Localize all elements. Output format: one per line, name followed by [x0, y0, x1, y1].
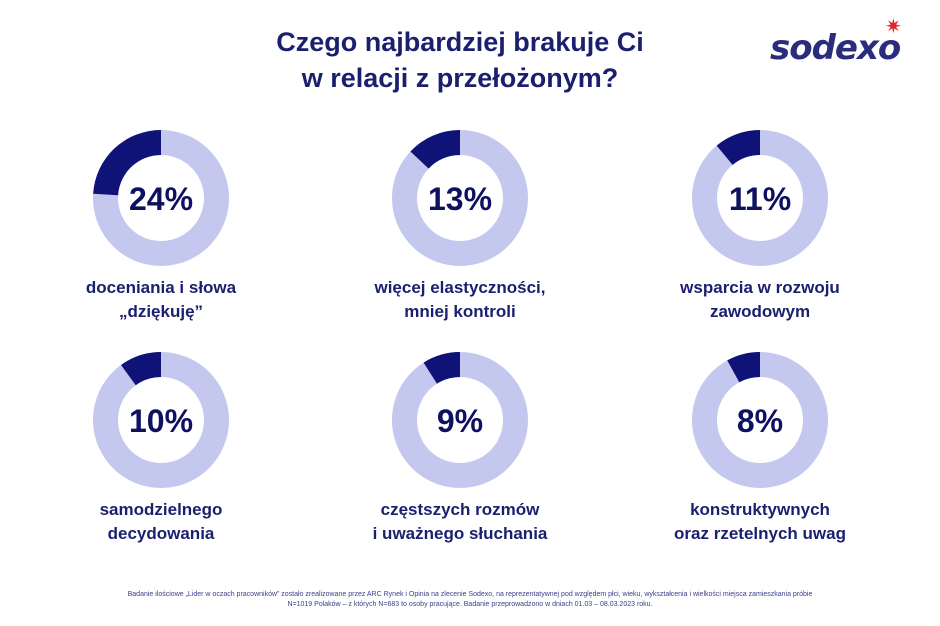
- donut-remainder-slice: [691, 130, 828, 266]
- donut-highlight-slice: [423, 352, 460, 384]
- donut-card: 24% doceniania i słowa „dziękuję”: [31, 128, 291, 348]
- chart-title-line-2: w relacji z przełożonym?: [301, 63, 619, 93]
- donut-caption-line: oraz rzetelnych uwag: [674, 524, 846, 543]
- donut-card: 11% wsparcia w rozwoju zawodowym: [630, 128, 890, 348]
- donut-caption-line: częstszych rozmów: [380, 500, 540, 519]
- donut-chart: 10%: [92, 352, 229, 488]
- donut-highlight-slice: [727, 352, 760, 383]
- donut-chart: 13%: [391, 130, 528, 266]
- donut-caption-line: mniej kontroli: [404, 302, 516, 321]
- donut-caption-line: doceniania i słowa: [85, 278, 237, 297]
- donut-caption: samodzielnego decydowania: [31, 498, 291, 546]
- donut-value-label: 10%: [129, 403, 193, 439]
- star-icon: ✷: [885, 16, 902, 38]
- donut-highlight-slice: [410, 130, 460, 169]
- sodexo-logo: sodexo ✷: [770, 14, 920, 74]
- donut-caption-line: decydowania: [107, 524, 215, 543]
- donut-highlight-slice: [93, 130, 161, 196]
- donut-value-label: 8%: [737, 403, 783, 439]
- donut-value-label: 11%: [729, 181, 791, 217]
- donut-caption: wsparcia w rozwoju zawodowym: [630, 276, 890, 324]
- donut-chart: 11%: [691, 130, 828, 266]
- donut-highlight-slice: [716, 130, 760, 165]
- donut-remainder-slice: [391, 352, 528, 488]
- donut-value-label: 9%: [437, 403, 483, 439]
- donut-value-label: 24%: [129, 181, 193, 217]
- donut-caption: konstruktywnych oraz rzetelnych uwag: [630, 498, 890, 546]
- donut-chart: 8%: [691, 352, 828, 488]
- donut-caption-line: więcej elastyczności,: [374, 278, 546, 297]
- donut-caption: częstszych rozmów i uważnego słuchania: [330, 498, 590, 546]
- donut-caption-line: „dziękuję”: [118, 302, 204, 321]
- donut-remainder-slice: [92, 352, 229, 488]
- donut-chart: 9%: [391, 352, 528, 488]
- donut-value-label: 13%: [428, 181, 492, 217]
- donut-caption: więcej elastyczności, mniej kontroli: [330, 276, 590, 324]
- donut-chart: 24%: [92, 130, 229, 266]
- donut-remainder-slice: [691, 352, 828, 488]
- logo-wordmark: sodexo: [770, 28, 901, 68]
- donut-card: 10% samodzielnego decydowania: [31, 350, 291, 570]
- survey-footnote: Badanie ilościowe „Lider w oczach pracow…: [40, 590, 900, 610]
- donut-card: 13% więcej elastyczności, mniej kontroli: [330, 128, 590, 348]
- donut-caption: doceniania i słowa „dziękuję”: [31, 276, 291, 324]
- donut-highlight-slice: [121, 352, 161, 386]
- donut-caption-line: samodzielnego: [99, 500, 223, 519]
- donut-card: 8% konstruktywnych oraz rzetelnych uwag: [630, 350, 890, 570]
- donut-card: 9% częstszych rozmów i uważnego słuchania: [330, 350, 590, 570]
- donut-caption-line: wsparcia w rozwoju: [680, 278, 840, 297]
- chart-title: Czego najbardziej brakuje Ci w relacji z…: [190, 24, 730, 96]
- donut-caption-line: konstruktywnych: [690, 500, 830, 519]
- chart-title-line-1: Czego najbardziej brakuje Ci: [276, 27, 644, 57]
- footnote-line-2: N=1019 Polaków – z których N=683 to osob…: [287, 601, 653, 608]
- donut-caption-line: zawodowym: [709, 302, 811, 321]
- donut-caption-line: i uważnego słuchania: [372, 524, 548, 543]
- footnote-line-1: Badanie ilościowe „Lider w oczach pracow…: [127, 591, 813, 598]
